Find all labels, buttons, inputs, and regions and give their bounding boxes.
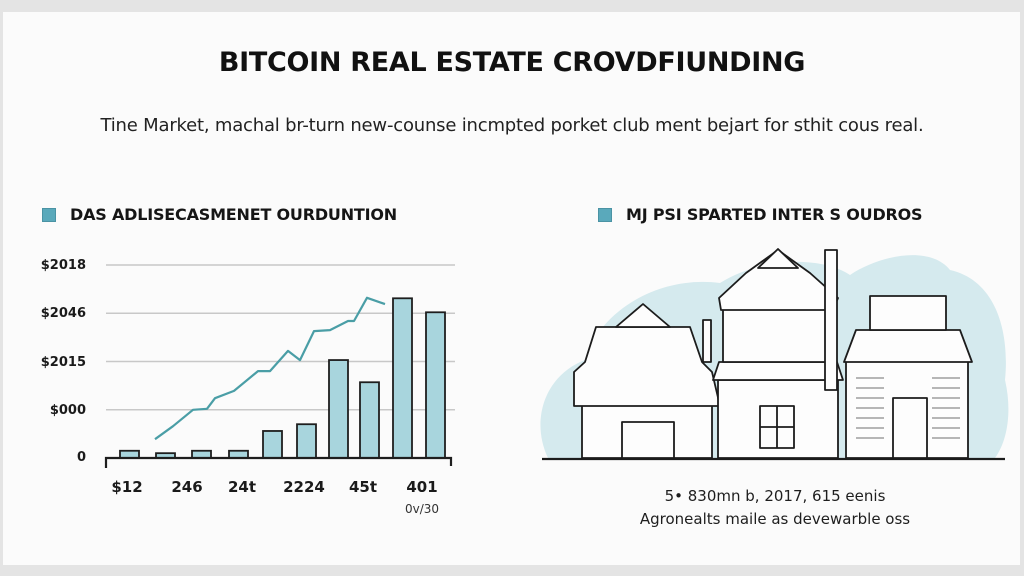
y-tick-label: 0 — [76, 450, 86, 465]
x-tick-label: 45t — [348, 478, 378, 496]
x-tick-label: 246 — [171, 478, 203, 496]
y-tick-label: $000 — [49, 403, 86, 418]
page-subtitle: Tine Market, machal br-turn new-counse i… — [100, 115, 924, 136]
x-tick-label: 2224 — [283, 478, 325, 496]
x-tick-label: 24t — [227, 478, 257, 496]
right-panel-heading: MJ PSI SPARTED INTER S OUDROS — [598, 205, 923, 224]
y-tick-label: $2018 — [40, 258, 86, 273]
left-chart-heading: DAS ADLISECASMENET OURDUNTION — [42, 205, 397, 224]
x-tick-label: 401 — [406, 478, 438, 496]
left-chart-heading-text: DAS ADLISECASMENET OURDUNTION — [70, 205, 397, 224]
x-sub-label: 0v/30 — [404, 502, 440, 516]
x-tick-label: $12 — [111, 478, 143, 496]
bar-series — [119, 297, 446, 459]
trend-line — [154, 296, 386, 441]
y-tick-label: $2046 — [40, 306, 86, 321]
caption-line-2: Agronealts maile as devewarble oss — [639, 510, 911, 528]
right-panel-heading-text: MJ PSI SPARTED INTER S OUDROS — [626, 205, 923, 224]
x-axis — [104, 456, 453, 468]
legend-swatch-icon — [598, 207, 612, 222]
legend-swatch-icon — [42, 207, 56, 222]
page-title: BITCOIN REAL ESTATE CROVDFIUNDING — [218, 47, 806, 78]
caption-line-1: 5• 830mn b, 2017, 615 eenis — [664, 487, 886, 505]
y-tick-label: $2015 — [40, 355, 86, 370]
